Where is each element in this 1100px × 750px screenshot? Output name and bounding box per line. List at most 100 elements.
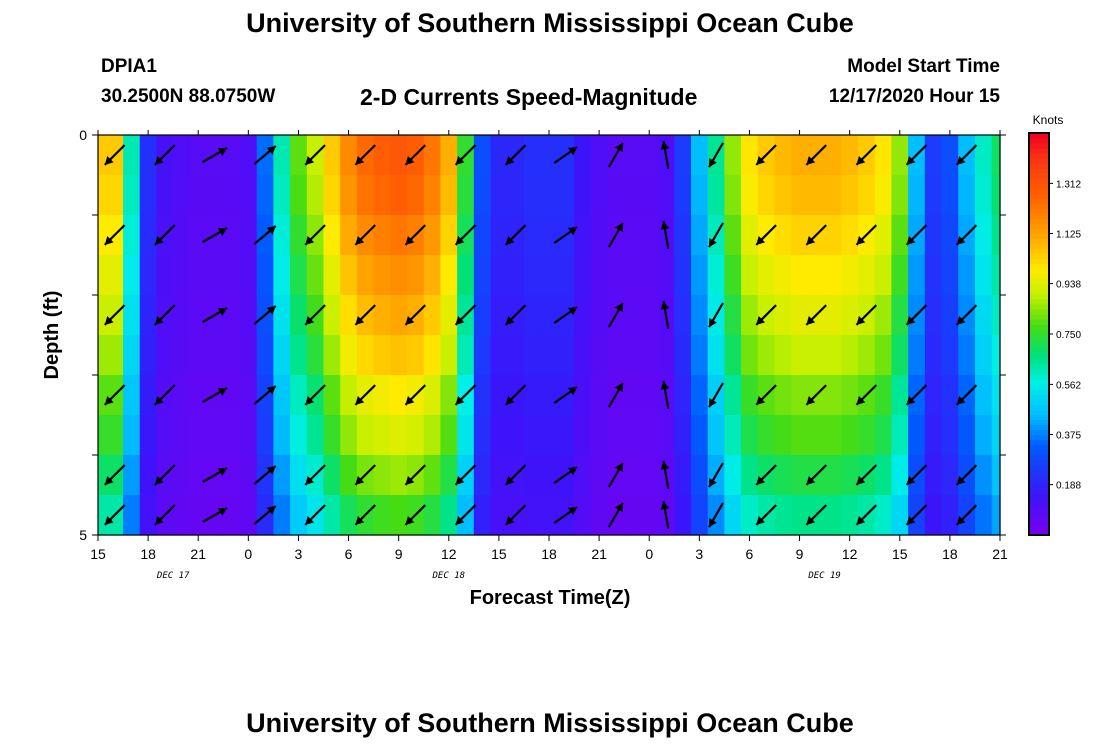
heat-cell: [774, 455, 792, 496]
heat-cell: [340, 375, 358, 416]
heat-cell: [239, 135, 258, 176]
heat-cell: [407, 175, 425, 216]
heat-cell: [390, 295, 408, 336]
heat-cell: [640, 495, 659, 536]
current-vector-head: [266, 466, 276, 475]
heat-cell: [824, 135, 842, 176]
heat-cell: [473, 455, 492, 496]
heat-cell: [223, 495, 241, 536]
heat-cell: [941, 255, 959, 296]
heat-cell: [306, 335, 325, 376]
heat-cell: [540, 295, 558, 336]
heat-cell: [473, 135, 492, 176]
heat-cell: [223, 335, 241, 376]
heat-cell: [991, 135, 1001, 176]
current-vector-head: [756, 156, 766, 165]
heat-cell: [540, 215, 558, 256]
current-vector-head: [104, 476, 114, 485]
heat-cell: [440, 215, 458, 256]
heat-cell: [791, 135, 809, 176]
heat-cell: [824, 175, 842, 216]
heat-cell: [690, 335, 709, 376]
heat-cell: [858, 175, 876, 216]
heat-cell: [924, 215, 943, 256]
heat-cell: [273, 335, 291, 376]
current-vector-head: [305, 516, 315, 525]
heat-cell: [774, 335, 792, 376]
current-vector-head: [217, 148, 228, 156]
heat-cell: [657, 415, 675, 456]
current-vector-head: [709, 517, 717, 528]
heat-cell: [123, 295, 141, 336]
current-vector-head: [104, 236, 114, 245]
heat-cell: [98, 295, 107, 336]
heat-cell: [440, 175, 458, 216]
heat-cell: [874, 135, 893, 176]
heat-cell: [98, 415, 107, 456]
heat-cell: [557, 415, 575, 456]
colorbar-segment: [1029, 283, 1049, 290]
colorbar-segment: [1029, 464, 1049, 471]
heat-cell: [290, 415, 308, 456]
heat-cell: [774, 295, 792, 336]
heat-cell: [607, 335, 625, 376]
heat-cell: [290, 455, 308, 496]
heat-cell: [991, 255, 1001, 296]
current-vector-head: [266, 506, 276, 515]
heat-cell: [991, 495, 1001, 536]
heat-cell: [624, 295, 642, 336]
colorbar-segment: [1029, 178, 1049, 184]
heat-cell: [173, 455, 191, 496]
heat-cell: [891, 295, 909, 336]
x-tick-label: 21: [591, 546, 607, 562]
heat-cell: [824, 495, 842, 536]
current-vector-head: [709, 317, 717, 328]
heat-cell: [206, 415, 224, 456]
current-vector-head: [455, 156, 465, 165]
current-vector-head: [906, 316, 916, 325]
heat-cell: [724, 455, 742, 496]
heat-cell: [390, 495, 408, 536]
heat-cell: [306, 255, 325, 296]
colorbar-segment: [1029, 469, 1049, 476]
current-vector-head: [906, 476, 916, 485]
heat-cell: [373, 335, 391, 376]
heat-cell: [440, 255, 458, 296]
heat-cell: [273, 455, 291, 496]
heat-cell: [924, 375, 943, 416]
heat-cell: [707, 175, 725, 216]
heat-cell: [958, 255, 976, 296]
x-tick-label: 18: [942, 546, 958, 562]
heat-cell: [574, 295, 592, 336]
current-vector-head: [568, 306, 578, 316]
heat-cell: [741, 135, 759, 176]
heat-cell: [423, 415, 442, 456]
heat-cell: [323, 495, 341, 536]
heat-cell: [590, 415, 609, 456]
current-vector-head: [660, 221, 670, 230]
heat-cell: [189, 335, 208, 376]
heat-cell: [473, 175, 492, 216]
x-tick-label: 6: [746, 546, 754, 562]
heat-cell: [340, 495, 358, 536]
heat-cell: [741, 255, 759, 296]
heat-cell: [674, 415, 692, 456]
current-vector-head: [355, 516, 365, 525]
heat-cell: [891, 335, 909, 376]
heat-cell: [874, 215, 893, 256]
heat-cell: [223, 215, 241, 256]
current-vector-head: [614, 142, 623, 153]
heat-cell: [123, 415, 141, 456]
model-start-label: Model Start Time: [847, 56, 1000, 77]
heat-cell: [908, 255, 926, 296]
current-vector-head: [355, 476, 365, 485]
heat-cell: [590, 255, 609, 296]
heat-cell: [173, 295, 191, 336]
current-vector-head: [154, 516, 164, 525]
heat-cell: [423, 495, 442, 536]
heat-cell: [674, 135, 692, 176]
heat-cell: [791, 375, 809, 416]
colorbar-tick-label: 0.562: [1056, 380, 1081, 391]
heat-cell: [724, 375, 742, 416]
heat-cell: [791, 215, 809, 256]
